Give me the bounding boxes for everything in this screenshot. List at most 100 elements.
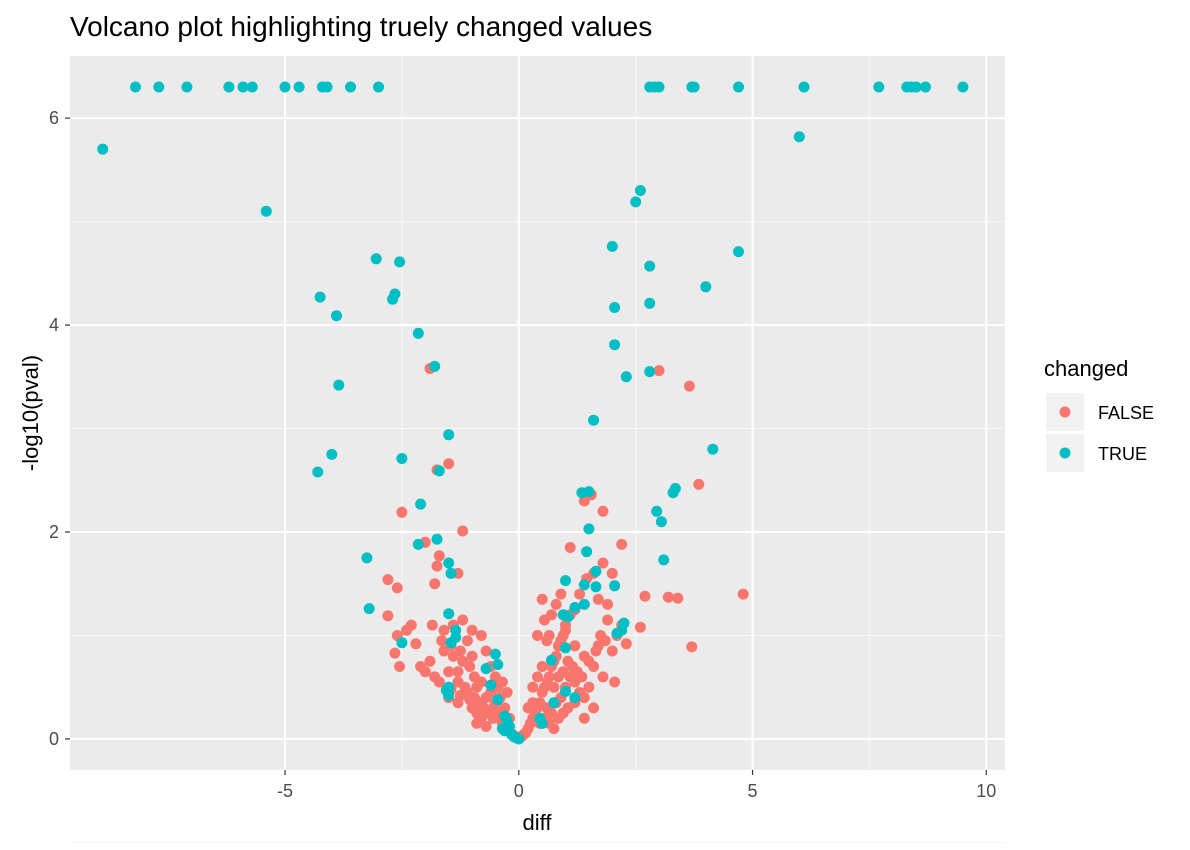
data-point bbox=[609, 302, 621, 313]
data-point bbox=[686, 641, 698, 653]
data-point bbox=[438, 624, 450, 636]
data-point bbox=[576, 671, 588, 683]
data-point bbox=[609, 580, 621, 592]
data-point bbox=[431, 533, 443, 545]
x-tick-label: 5 bbox=[748, 781, 758, 801]
data-point bbox=[466, 624, 478, 636]
data-point bbox=[644, 366, 656, 378]
data-point bbox=[590, 581, 602, 593]
data-point bbox=[130, 81, 141, 93]
data-point bbox=[653, 81, 665, 93]
data-point bbox=[410, 638, 422, 650]
data-point bbox=[394, 661, 406, 672]
data-point bbox=[459, 681, 471, 693]
data-point bbox=[279, 81, 291, 93]
data-point bbox=[412, 538, 424, 550]
major-gridlines bbox=[70, 56, 1005, 770]
data-point bbox=[536, 593, 548, 605]
data-point bbox=[361, 552, 373, 564]
data-point bbox=[396, 637, 408, 649]
data-point bbox=[443, 690, 455, 701]
legend-label-true: TRUE bbox=[1098, 444, 1147, 464]
data-point bbox=[466, 650, 478, 662]
data-point bbox=[405, 619, 417, 631]
data-point bbox=[606, 567, 618, 579]
y-axis-title: -log10(pval) bbox=[18, 355, 43, 471]
data-point bbox=[527, 681, 539, 693]
y-tick-label: 4 bbox=[49, 315, 59, 335]
data-point bbox=[461, 635, 473, 647]
data-point bbox=[387, 293, 399, 305]
data-point bbox=[333, 379, 345, 391]
data-point bbox=[655, 516, 667, 528]
x-tick-label: 0 bbox=[514, 781, 524, 801]
data-point bbox=[326, 448, 338, 460]
data-point bbox=[583, 681, 595, 693]
data-point bbox=[733, 81, 744, 93]
legend-entry-true: TRUE bbox=[1046, 434, 1147, 472]
data-point bbox=[590, 645, 602, 657]
data-point bbox=[433, 676, 445, 688]
data-point bbox=[644, 297, 656, 309]
data-point bbox=[683, 380, 695, 392]
data-point bbox=[536, 661, 548, 672]
data-point bbox=[609, 676, 621, 688]
data-point bbox=[499, 702, 511, 714]
data-point bbox=[454, 645, 466, 657]
data-point bbox=[496, 676, 508, 688]
data-point bbox=[373, 81, 384, 93]
data-point bbox=[345, 81, 356, 93]
data-point bbox=[539, 614, 550, 626]
data-point bbox=[597, 671, 609, 683]
data-point bbox=[246, 81, 258, 93]
data-point bbox=[562, 611, 574, 623]
data-point bbox=[457, 614, 469, 626]
data-point bbox=[454, 690, 466, 701]
data-point bbox=[548, 681, 560, 693]
data-point bbox=[602, 614, 614, 626]
data-point bbox=[475, 676, 487, 688]
data-point bbox=[412, 327, 424, 339]
data-point bbox=[396, 506, 408, 518]
data-point bbox=[445, 567, 457, 579]
data-point bbox=[424, 655, 436, 667]
data-point bbox=[578, 579, 590, 591]
data-point bbox=[382, 610, 394, 622]
data-point bbox=[550, 598, 562, 610]
data-point bbox=[560, 685, 571, 697]
data-point bbox=[634, 185, 646, 196]
data-point bbox=[578, 692, 590, 704]
data-point bbox=[475, 630, 487, 641]
data-point bbox=[433, 465, 445, 477]
data-point bbox=[569, 640, 581, 652]
data-point bbox=[433, 550, 445, 562]
y-tick-label: 0 bbox=[49, 729, 59, 749]
x-axis-title: diff bbox=[523, 810, 553, 835]
data-point bbox=[910, 81, 922, 93]
data-point bbox=[606, 240, 618, 252]
data-point bbox=[793, 131, 805, 143]
data-point bbox=[733, 246, 744, 258]
data-point bbox=[543, 671, 555, 683]
data-point bbox=[583, 655, 595, 667]
data-point bbox=[583, 486, 595, 498]
data-point bbox=[429, 578, 441, 590]
data-point bbox=[457, 525, 469, 537]
data-point bbox=[429, 360, 441, 372]
y-tick-label: 6 bbox=[49, 108, 59, 128]
data-point bbox=[581, 546, 593, 558]
legend-label-false: FALSE bbox=[1098, 403, 1154, 423]
data-point bbox=[616, 538, 628, 550]
data-point bbox=[489, 648, 501, 660]
data-point bbox=[560, 642, 571, 654]
data-point bbox=[597, 505, 609, 517]
data-point bbox=[471, 717, 483, 729]
data-point bbox=[957, 81, 969, 93]
data-point bbox=[532, 671, 543, 683]
data-point bbox=[464, 694, 476, 706]
data-point bbox=[798, 81, 810, 93]
data-point bbox=[578, 495, 590, 507]
data-point bbox=[555, 588, 567, 600]
data-point bbox=[639, 590, 651, 602]
data-point bbox=[707, 443, 719, 455]
